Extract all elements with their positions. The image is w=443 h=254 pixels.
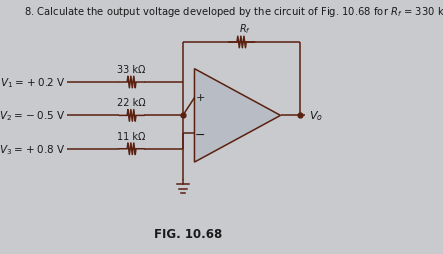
Text: $V_1=+0.2$ V: $V_1=+0.2$ V <box>0 76 66 90</box>
Polygon shape <box>194 69 280 163</box>
Text: $V_o$: $V_o$ <box>309 109 323 123</box>
Text: +: + <box>196 92 205 102</box>
Text: $V_2=-0.5$ V: $V_2=-0.5$ V <box>0 109 66 123</box>
Text: 22 kΩ: 22 kΩ <box>117 98 146 108</box>
Text: 33 kΩ: 33 kΩ <box>117 65 146 75</box>
Text: $R_f$: $R_f$ <box>239 22 251 36</box>
Text: $V_3=+0.8$ V: $V_3=+0.8$ V <box>0 142 66 156</box>
Text: FIG. 10.68: FIG. 10.68 <box>154 227 222 240</box>
Text: 8. Calculate the output voltage developed by the circuit of Fig. 10.68 for $R_f$: 8. Calculate the output voltage develope… <box>24 5 443 19</box>
Text: −: − <box>195 128 206 141</box>
Text: 11 kΩ: 11 kΩ <box>117 131 146 141</box>
